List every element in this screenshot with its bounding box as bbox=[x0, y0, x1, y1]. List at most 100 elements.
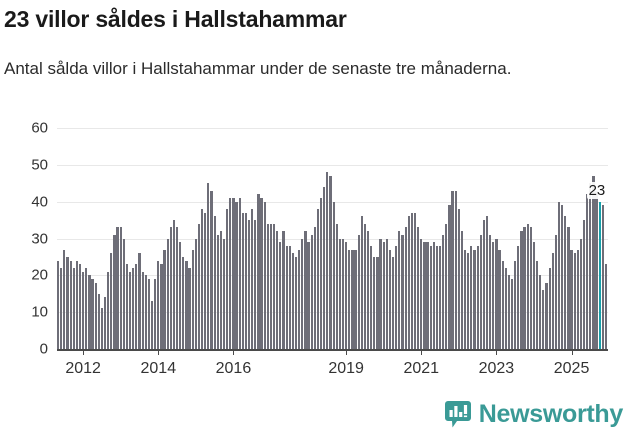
bar[interactable] bbox=[319, 197, 323, 349]
bar[interactable] bbox=[498, 249, 501, 349]
bar[interactable] bbox=[238, 197, 241, 349]
bar[interactable] bbox=[185, 260, 188, 349]
bar[interactable] bbox=[561, 205, 564, 349]
bar[interactable] bbox=[523, 227, 526, 349]
bar[interactable] bbox=[542, 290, 545, 349]
bar[interactable] bbox=[451, 190, 454, 349]
newsworthy-logo[interactable]: Newsworthy bbox=[444, 400, 623, 429]
bar[interactable] bbox=[573, 253, 576, 349]
bar[interactable] bbox=[144, 275, 147, 349]
bar[interactable] bbox=[97, 293, 100, 349]
bar[interactable] bbox=[545, 282, 548, 349]
bar[interactable] bbox=[420, 238, 423, 349]
bar[interactable] bbox=[166, 238, 169, 349]
bar[interactable] bbox=[294, 256, 298, 349]
bar[interactable] bbox=[219, 231, 222, 349]
bar[interactable] bbox=[232, 197, 235, 349]
bar[interactable] bbox=[323, 186, 326, 349]
bar[interactable] bbox=[413, 212, 417, 349]
bar[interactable] bbox=[473, 249, 476, 349]
bar[interactable] bbox=[510, 279, 514, 349]
bar[interactable] bbox=[226, 209, 229, 349]
bar[interactable] bbox=[191, 249, 194, 349]
bar[interactable] bbox=[157, 260, 160, 349]
bar[interactable] bbox=[182, 256, 185, 349]
bar[interactable] bbox=[282, 231, 285, 349]
bar[interactable] bbox=[373, 256, 376, 349]
bar[interactable] bbox=[586, 194, 589, 349]
bar[interactable] bbox=[589, 183, 592, 349]
bar[interactable] bbox=[576, 249, 579, 349]
bar[interactable] bbox=[539, 275, 542, 349]
bar[interactable] bbox=[188, 267, 191, 349]
bar[interactable] bbox=[426, 242, 429, 349]
bar[interactable] bbox=[254, 220, 257, 349]
bar[interactable] bbox=[222, 238, 226, 349]
bar[interactable] bbox=[582, 220, 586, 349]
bar[interactable] bbox=[201, 209, 204, 349]
bar[interactable] bbox=[160, 264, 163, 349]
bar[interactable] bbox=[529, 227, 532, 349]
bar[interactable] bbox=[138, 253, 141, 349]
bar[interactable] bbox=[535, 260, 539, 349]
bar[interactable] bbox=[514, 260, 517, 349]
bar[interactable] bbox=[116, 227, 119, 349]
bar[interactable] bbox=[407, 216, 410, 349]
bar[interactable] bbox=[150, 301, 154, 349]
bar[interactable] bbox=[172, 220, 176, 349]
bar[interactable] bbox=[85, 267, 88, 349]
bar[interactable] bbox=[348, 249, 351, 349]
bar[interactable] bbox=[291, 253, 295, 349]
bar[interactable] bbox=[404, 227, 407, 349]
bar[interactable] bbox=[476, 245, 479, 349]
bar[interactable] bbox=[507, 275, 511, 349]
bar[interactable] bbox=[216, 234, 219, 349]
bar[interactable] bbox=[154, 279, 157, 349]
bar[interactable] bbox=[432, 242, 435, 349]
bar[interactable] bbox=[564, 216, 567, 349]
bar[interactable] bbox=[229, 197, 232, 349]
bar[interactable] bbox=[100, 308, 104, 349]
bar[interactable] bbox=[266, 223, 269, 349]
bar[interactable] bbox=[298, 249, 301, 349]
bar[interactable] bbox=[579, 238, 583, 349]
bar[interactable] bbox=[132, 267, 135, 349]
bar[interactable] bbox=[273, 223, 276, 349]
bar[interactable] bbox=[69, 260, 72, 349]
bar[interactable] bbox=[341, 238, 345, 349]
bar[interactable] bbox=[495, 238, 498, 349]
bar[interactable] bbox=[435, 245, 439, 349]
bar[interactable] bbox=[395, 245, 398, 349]
bar[interactable] bbox=[410, 212, 413, 349]
bar[interactable] bbox=[423, 242, 426, 349]
bar[interactable] bbox=[438, 245, 442, 349]
bar[interactable] bbox=[125, 264, 129, 349]
bar[interactable] bbox=[285, 245, 288, 349]
bar[interactable] bbox=[210, 190, 213, 349]
bar[interactable] bbox=[147, 279, 150, 349]
bar[interactable] bbox=[520, 231, 523, 349]
bar[interactable] bbox=[129, 271, 132, 349]
bar[interactable] bbox=[463, 249, 467, 349]
bar[interactable] bbox=[526, 223, 529, 349]
bar[interactable] bbox=[78, 264, 82, 349]
bar[interactable] bbox=[194, 238, 197, 349]
bar[interactable] bbox=[382, 242, 385, 349]
bar[interactable] bbox=[82, 271, 85, 349]
bar[interactable] bbox=[366, 231, 370, 349]
bar[interactable] bbox=[489, 234, 492, 349]
bar[interactable] bbox=[179, 242, 182, 349]
bar[interactable] bbox=[448, 205, 451, 349]
bar[interactable] bbox=[91, 279, 94, 349]
bar[interactable] bbox=[335, 223, 338, 349]
bar[interactable] bbox=[316, 209, 320, 349]
bar[interactable] bbox=[604, 264, 608, 349]
bar[interactable] bbox=[169, 227, 172, 349]
bar[interactable] bbox=[467, 253, 470, 349]
bar[interactable] bbox=[357, 234, 360, 349]
bar[interactable] bbox=[485, 216, 489, 349]
bar[interactable] bbox=[445, 223, 448, 349]
bar[interactable] bbox=[501, 260, 504, 349]
bar[interactable] bbox=[63, 249, 66, 349]
bar[interactable] bbox=[388, 249, 392, 349]
